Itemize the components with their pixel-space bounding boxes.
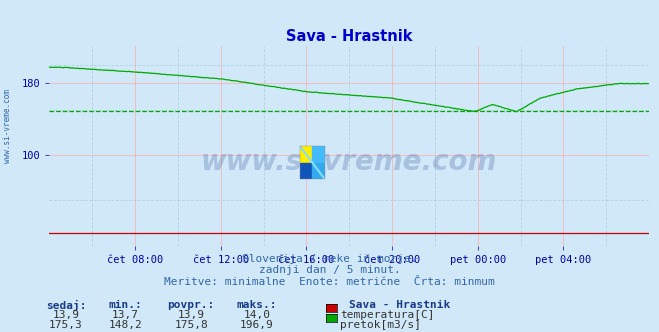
Title: Sava - Hrastnik: Sava - Hrastnik bbox=[286, 29, 413, 44]
Text: www.si-vreme.com: www.si-vreme.com bbox=[3, 89, 13, 163]
Text: 148,2: 148,2 bbox=[108, 320, 142, 330]
Text: maks.:: maks.: bbox=[237, 300, 277, 310]
Text: 13,7: 13,7 bbox=[112, 310, 138, 320]
Polygon shape bbox=[312, 146, 325, 163]
Text: 175,3: 175,3 bbox=[49, 320, 83, 330]
Polygon shape bbox=[312, 163, 325, 179]
Text: 13,9: 13,9 bbox=[53, 310, 79, 320]
Text: 14,0: 14,0 bbox=[244, 310, 270, 320]
Text: temperatura[C]: temperatura[C] bbox=[340, 310, 434, 320]
Text: min.:: min.: bbox=[108, 300, 142, 310]
Text: 196,9: 196,9 bbox=[240, 320, 274, 330]
Text: zadnji dan / 5 minut.: zadnji dan / 5 minut. bbox=[258, 265, 401, 275]
Text: sedaj:: sedaj: bbox=[45, 300, 86, 311]
Text: pretok[m3/s]: pretok[m3/s] bbox=[340, 320, 421, 330]
Polygon shape bbox=[300, 146, 312, 163]
Polygon shape bbox=[300, 163, 312, 179]
Text: 175,8: 175,8 bbox=[174, 320, 208, 330]
Text: povpr.:: povpr.: bbox=[167, 300, 215, 310]
Text: www.si-vreme.com: www.si-vreme.com bbox=[201, 148, 498, 176]
Text: Slovenija / reke in morje.: Slovenija / reke in morje. bbox=[242, 254, 417, 264]
Text: 13,9: 13,9 bbox=[178, 310, 204, 320]
Text: Meritve: minimalne  Enote: metrične  Črta: minmum: Meritve: minimalne Enote: metrične Črta:… bbox=[164, 277, 495, 287]
Text: Sava - Hrastnik: Sava - Hrastnik bbox=[349, 300, 451, 310]
